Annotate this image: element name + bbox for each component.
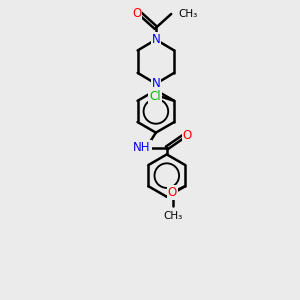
Text: Cl: Cl bbox=[149, 90, 161, 103]
Text: NH: NH bbox=[133, 141, 151, 154]
Text: O: O bbox=[183, 129, 192, 142]
Text: O: O bbox=[168, 186, 177, 199]
Text: O: O bbox=[132, 8, 141, 20]
Text: N: N bbox=[152, 77, 160, 90]
Text: CH₃: CH₃ bbox=[163, 211, 182, 221]
Text: CH₃: CH₃ bbox=[178, 9, 198, 19]
Text: N: N bbox=[152, 33, 160, 46]
